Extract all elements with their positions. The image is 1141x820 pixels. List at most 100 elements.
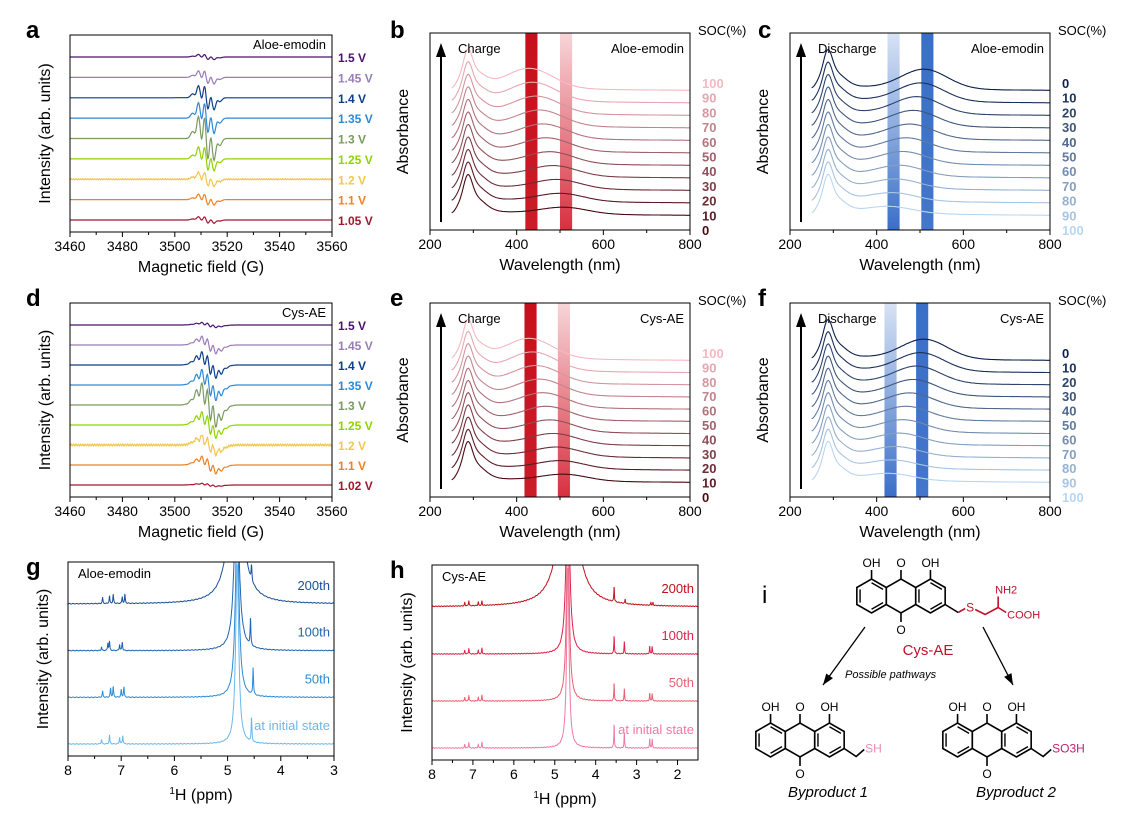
- plot-area: [70, 53, 332, 224]
- x-tick-label: 7: [117, 762, 125, 778]
- series-label: 50th: [669, 675, 694, 690]
- panel-letter-i: i: [762, 582, 767, 609]
- soc-label: 10: [702, 208, 716, 223]
- chain-bond: [974, 596, 999, 616]
- process-label: Discharge: [818, 311, 877, 326]
- process-label: Charge: [458, 311, 501, 326]
- x-label-text: H (ppm): [175, 787, 233, 804]
- soc-label: 90: [702, 360, 716, 375]
- series-label: 1.4 V: [338, 359, 366, 373]
- series-line: [70, 455, 332, 475]
- soc-label: 60: [702, 135, 716, 150]
- series-line: [451, 136, 690, 179]
- series-line: [451, 98, 690, 141]
- soc-label: 90: [702, 91, 716, 106]
- panel-title: Aloe-emodin: [611, 41, 684, 56]
- process-label: Discharge: [818, 41, 877, 56]
- carbonyl-label: O: [982, 767, 991, 781]
- series-line: [811, 392, 1050, 435]
- soc-label: 30: [702, 179, 716, 194]
- x-axis-label: Wavelength (nm): [859, 257, 980, 274]
- series-line: [811, 136, 1050, 179]
- soc-label: 70: [702, 120, 716, 135]
- series-label: 1.25 V: [338, 419, 373, 433]
- soc-label: 100: [702, 346, 724, 361]
- arrow-up-icon: [796, 43, 806, 57]
- highlight-band: [525, 33, 538, 230]
- chain-bond: [997, 606, 1007, 614]
- x-axis-label: 1H (ppm): [169, 786, 232, 804]
- series-label: 1.5 V: [338, 51, 366, 65]
- soc-label: 30: [702, 447, 716, 462]
- series-line: [451, 355, 690, 398]
- double-bond: [829, 726, 842, 734]
- series-line: [70, 70, 332, 85]
- legend-title: SOC(%): [1058, 23, 1106, 38]
- soc-label: 70: [1062, 447, 1076, 462]
- panel-title: Cys-AE: [640, 311, 684, 326]
- series-line: [451, 379, 690, 422]
- series-line: [70, 411, 332, 439]
- highlight-band: [921, 33, 934, 230]
- x-axis-label: Wavelength (nm): [499, 257, 620, 274]
- series-line: [451, 86, 690, 129]
- series-label: 1.5 V: [338, 319, 366, 333]
- soc-label: 30: [1062, 120, 1076, 135]
- panel-title: Cys-AE: [442, 569, 486, 584]
- series-label: 1.3 V: [338, 399, 366, 413]
- series-line: [811, 318, 1050, 361]
- series-label: 1.3 V: [338, 133, 366, 147]
- panel-title: Aloe-emodin: [78, 566, 151, 581]
- highlight-band: [887, 33, 900, 230]
- series-line: [811, 148, 1050, 191]
- panel-title: Aloe-emodin: [971, 41, 1044, 56]
- series-line: [451, 173, 690, 216]
- x-tick-label: 3480: [107, 238, 138, 254]
- series-line: [451, 48, 690, 91]
- series-line: [811, 379, 1050, 422]
- soc-label: 20: [702, 461, 716, 476]
- panel-letter-h: h: [390, 557, 405, 584]
- soc-label: 40: [702, 164, 716, 179]
- ring-bond: [885, 578, 917, 614]
- x-tick-label: 5: [551, 766, 559, 782]
- sulfonic-acid-label: SO3H: [1052, 742, 1085, 756]
- x-tick-label: 3560: [316, 238, 347, 254]
- series-line: [811, 161, 1050, 204]
- series-line: [811, 331, 1050, 374]
- ring-bond: [856, 578, 888, 614]
- series-line: [811, 428, 1050, 471]
- series-line: [70, 84, 332, 111]
- x-tick-label: 6: [510, 766, 518, 782]
- soc-label: 40: [1062, 404, 1076, 419]
- series-label: 1.02 V: [338, 479, 373, 493]
- plot-frame: [429, 302, 691, 498]
- series-label: 1.1 V: [338, 194, 366, 208]
- x-tick-label: 800: [678, 236, 702, 252]
- x-tick-label: 3480: [107, 503, 138, 519]
- x-tick-label: 400: [505, 236, 529, 252]
- soc-label: 30: [1062, 389, 1076, 404]
- series-line: [70, 145, 332, 173]
- pathway-arrow: [822, 626, 866, 686]
- plot-frame: [69, 302, 333, 498]
- series-line: [811, 404, 1050, 447]
- series-line: [811, 416, 1050, 459]
- series-line: [70, 170, 332, 188]
- panel-title: Cys-AE: [282, 305, 326, 320]
- series-line: [811, 343, 1050, 386]
- soc-label: 0: [1062, 76, 1069, 91]
- plot-area: [811, 303, 1050, 497]
- carbonyl-label: O: [795, 767, 804, 781]
- series-line: [451, 123, 690, 166]
- cys-ae-structure: OH O OH O S NH2 COOH Cys-AE: [856, 556, 1040, 659]
- plot-frame: [431, 564, 699, 761]
- series-label: 1.4 V: [338, 92, 366, 106]
- series-label: 1.1 V: [338, 459, 366, 473]
- soc-label: 100: [1062, 490, 1084, 505]
- series-label: 1.2 V: [338, 439, 366, 453]
- soc-label: 90: [1062, 476, 1076, 491]
